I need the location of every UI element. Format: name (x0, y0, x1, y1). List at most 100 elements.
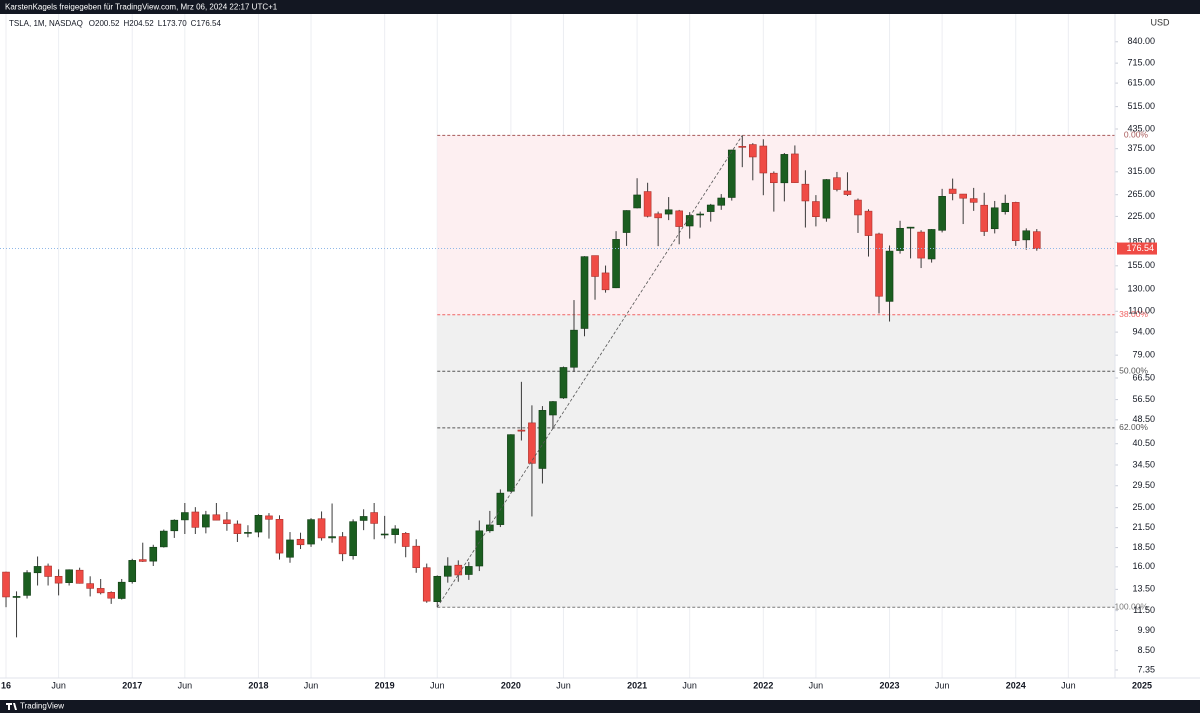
candle-body (75, 569, 84, 584)
x-tick-label: Jun (1061, 680, 1076, 690)
candle-body (685, 215, 694, 227)
candle-body (507, 434, 515, 492)
x-tick-label: Jun (430, 680, 445, 690)
y-tick-label: 21.50 (1132, 522, 1155, 532)
candle-body (159, 530, 168, 548)
candle-body (443, 565, 452, 577)
candle-body (601, 272, 610, 291)
ohlc-value: L173.70 (158, 19, 187, 28)
candle-body (275, 519, 284, 554)
y-tick-label: 515.00 (1127, 101, 1155, 111)
fib-level-label: 62.00% (1119, 422, 1148, 432)
x-tick-label: 2021 (627, 680, 647, 690)
candle-body (675, 210, 683, 227)
candle-body (265, 515, 273, 520)
y-tick-label: 16.00 (1132, 561, 1155, 571)
symbol-legend: TSLA, 1M, NASDAQ O200.52 H204.52 L173.70 C17… (9, 19, 221, 28)
x-tick-label: Jun (682, 680, 697, 690)
candle-body (128, 560, 137, 583)
y-tick-label: 29.50 (1132, 480, 1155, 490)
candle-body (801, 183, 810, 202)
candle-body (559, 367, 568, 399)
symbol: TSLA, 1M, NASDAQ (9, 19, 83, 28)
candle-body (812, 201, 820, 217)
candle-body (696, 213, 705, 216)
x-tick-label: Jun (556, 680, 571, 690)
x-tick-label: 2025 (1132, 680, 1152, 690)
candle-body (391, 528, 399, 535)
fib-level-label: 50.00% (1119, 366, 1148, 376)
y-tick-label: 155.00 (1127, 260, 1155, 270)
candle-body (296, 538, 305, 546)
candle-body (486, 524, 494, 532)
candle-body (181, 512, 189, 521)
x-tick-label: Jun (809, 680, 824, 690)
x-tick-label: Jun (935, 680, 950, 690)
fib-level-label: 38.00% (1119, 309, 1148, 319)
candle-body (349, 521, 357, 557)
candle-body (643, 191, 652, 217)
candle-body (1022, 230, 1031, 241)
y-tick-label: 375.00 (1127, 143, 1155, 153)
candle-body (633, 194, 641, 209)
candle-body (465, 566, 473, 575)
y-tick-label: 435.00 (1127, 123, 1155, 133)
y-tick-label: 840.00 (1127, 36, 1155, 46)
y-tick-label: 715.00 (1127, 58, 1155, 68)
candle-body (433, 575, 442, 603)
y-tick-label: 18.50 (1132, 542, 1155, 552)
candle-body (244, 532, 252, 534)
x-tick-label: 2017 (122, 680, 142, 690)
y-tick-label: 7.35 (1137, 664, 1155, 674)
y-tick-label: 225.00 (1127, 211, 1155, 221)
candle-body (223, 519, 231, 525)
candle-body (359, 516, 368, 521)
last-price-tag (1117, 242, 1157, 255)
candle-body (412, 545, 421, 568)
candle-body (401, 533, 410, 547)
candle-body (759, 145, 768, 174)
y-tick-label: 315.00 (1127, 166, 1155, 176)
fib-zone (437, 314, 1115, 372)
candle-body (1001, 202, 1010, 213)
candle-body (959, 193, 967, 199)
fib-level-label: 100.00% (1114, 601, 1148, 611)
y-tick-label: 66.50 (1132, 372, 1155, 382)
top-bar (0, 0, 1200, 14)
plot-area (0, 14, 1115, 678)
fib-zone (437, 371, 1115, 428)
candle-body (654, 213, 662, 219)
candle-body (1011, 202, 1020, 242)
candle-body (370, 512, 378, 524)
candle-body (591, 255, 599, 277)
x-tick-label: 2018 (248, 680, 268, 690)
candle-body (748, 144, 757, 158)
candle-body (286, 539, 294, 558)
candle-body (980, 204, 988, 232)
candle-body (875, 233, 883, 297)
y-tick-label: 25.00 (1132, 502, 1155, 512)
y-tick-label: 130.00 (1127, 283, 1155, 293)
y-tick-label: 48.50 (1132, 414, 1155, 424)
candle-body (475, 530, 484, 567)
candle-body (780, 154, 789, 184)
candle-body (927, 229, 936, 260)
fib-trend-line (436, 135, 743, 608)
y-tick-label: 615.00 (1127, 77, 1155, 87)
y-tick-label: 13.50 (1132, 584, 1155, 594)
y-tick-label: 265.00 (1127, 189, 1155, 199)
candle-body (23, 572, 31, 596)
x-tick-label: Jun (178, 680, 193, 690)
y-tick-label: 94.00 (1132, 326, 1155, 336)
candle-body (770, 172, 778, 184)
candle-body (254, 515, 263, 533)
candle-body (727, 149, 736, 198)
candle-body (65, 569, 73, 583)
y-tick-label: 8.50 (1137, 645, 1155, 655)
candle-body (422, 567, 431, 602)
candle-body (717, 197, 726, 206)
y-tick-label: 40.50 (1132, 438, 1155, 448)
candle-body (906, 226, 915, 229)
